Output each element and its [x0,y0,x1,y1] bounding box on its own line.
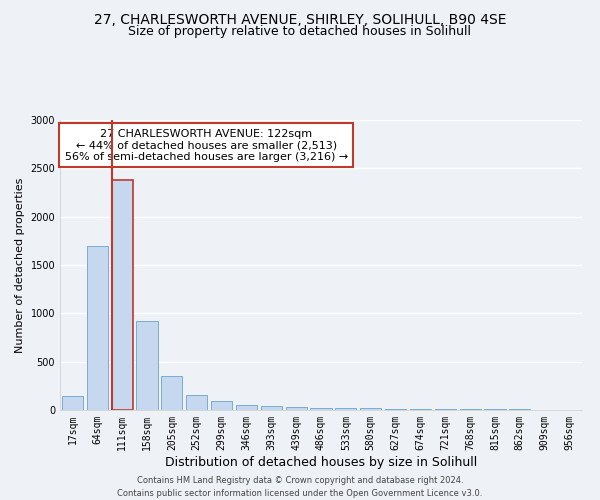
Bar [112,180,133,410]
Bar [261,406,282,410]
Bar [410,409,431,410]
Bar [87,246,108,410]
Bar [385,408,406,410]
Bar [211,402,232,410]
Bar [335,408,356,410]
Bar [136,321,158,410]
Y-axis label: Number of detached properties: Number of detached properties [15,178,25,352]
Bar [286,407,307,410]
Bar [236,404,257,410]
Bar [460,409,481,410]
Bar [310,408,332,410]
Bar [360,408,381,410]
Bar [186,394,207,410]
Text: Size of property relative to detached houses in Solihull: Size of property relative to detached ho… [128,25,472,38]
Text: 27, CHARLESWORTH AVENUE, SHIRLEY, SOLIHULL, B90 4SE: 27, CHARLESWORTH AVENUE, SHIRLEY, SOLIHU… [94,12,506,26]
Text: 27 CHARLESWORTH AVENUE: 122sqm
← 44% of detached houses are smaller (2,513)
56% : 27 CHARLESWORTH AVENUE: 122sqm ← 44% of … [65,128,348,162]
Bar [161,376,182,410]
Bar [62,396,83,410]
Text: Contains HM Land Registry data © Crown copyright and database right 2024.
Contai: Contains HM Land Registry data © Crown c… [118,476,482,498]
X-axis label: Distribution of detached houses by size in Solihull: Distribution of detached houses by size … [165,456,477,468]
Bar [435,409,456,410]
